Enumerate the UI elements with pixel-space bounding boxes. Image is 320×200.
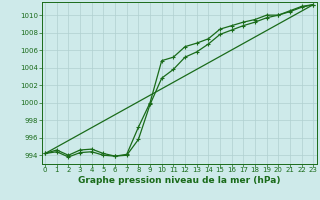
X-axis label: Graphe pression niveau de la mer (hPa): Graphe pression niveau de la mer (hPa) — [78, 176, 280, 185]
